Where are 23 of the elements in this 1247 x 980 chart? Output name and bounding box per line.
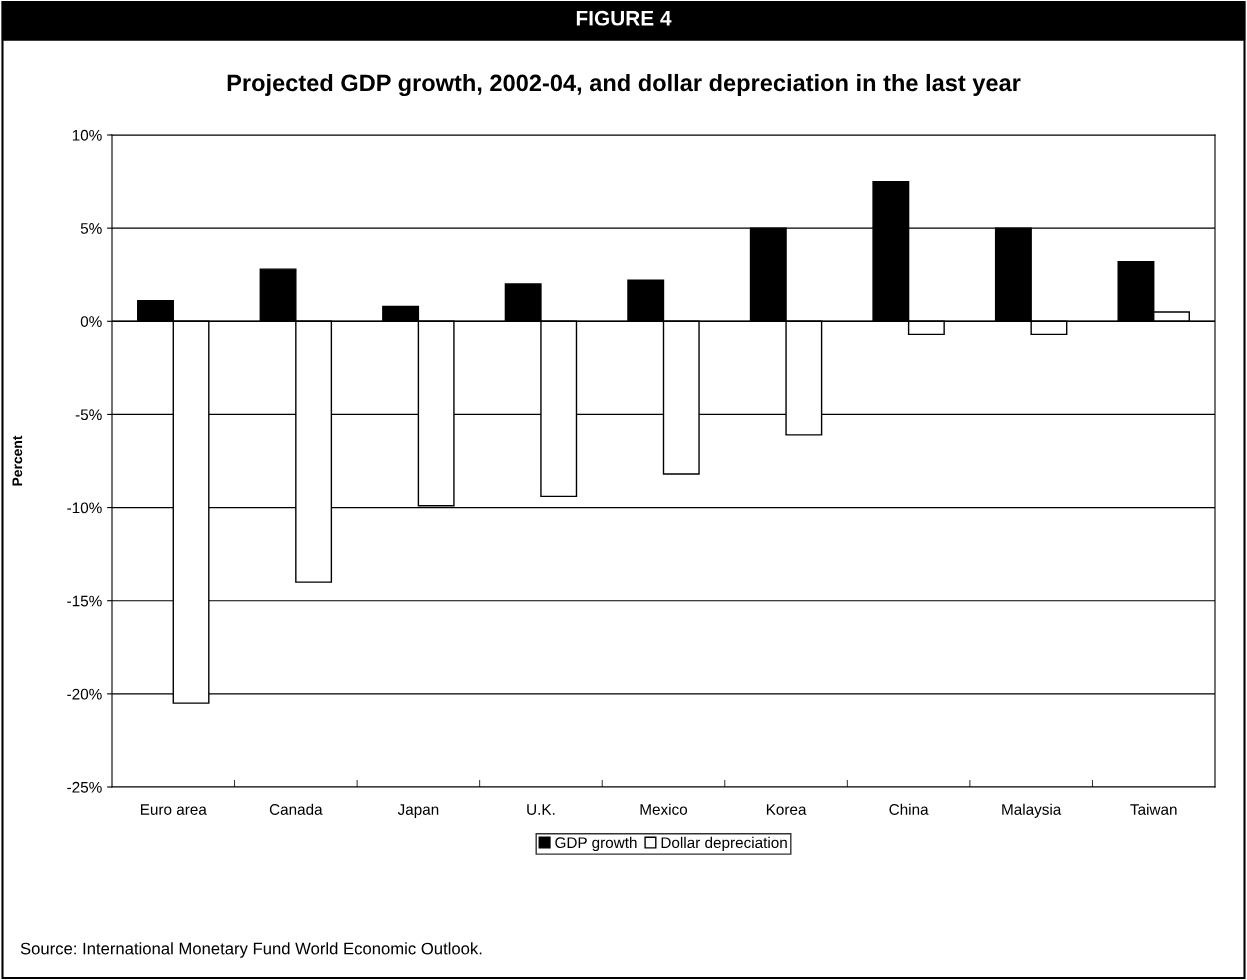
y-tick-label: 5% bbox=[80, 223, 102, 234]
x-tick-label: Malaysia bbox=[1002, 803, 1062, 818]
chart-title: FIGURE 4 bbox=[576, 10, 672, 26]
y-tick-label: 10% bbox=[72, 129, 102, 141]
x-tick-label: Euro area bbox=[140, 804, 207, 815]
x-tick-label: China bbox=[889, 803, 929, 815]
legend-label: Dollar depreciation bbox=[661, 836, 787, 852]
x-tick-label: Taiwan bbox=[1130, 803, 1177, 815]
x-tick-label: Japan bbox=[397, 804, 439, 818]
y-axis-title: Percent bbox=[12, 435, 23, 486]
x-tick-label: Canada bbox=[269, 803, 323, 815]
y-tick-label: 0% bbox=[80, 316, 102, 327]
chart-subtitle: Projected GDP growth, 2002-04, and dollar depreciation in the last year bbox=[227, 73, 1021, 97]
y-tick-label: -20% bbox=[67, 688, 102, 700]
y-tick-label: -15% bbox=[67, 595, 102, 607]
x-tick-label: Korea bbox=[766, 804, 807, 815]
y-tick-label: -25% bbox=[67, 781, 102, 793]
x-tick-label: Mexico bbox=[640, 803, 688, 815]
legend-label: GDP growth bbox=[555, 836, 637, 852]
y-tick-label: -10% bbox=[67, 502, 102, 514]
x-tick-label: U.K. bbox=[527, 804, 555, 815]
source-note: Source: International Monetary Fund World Economic Outlook. bbox=[20, 942, 482, 958]
y-tick-label: -5% bbox=[75, 409, 102, 421]
